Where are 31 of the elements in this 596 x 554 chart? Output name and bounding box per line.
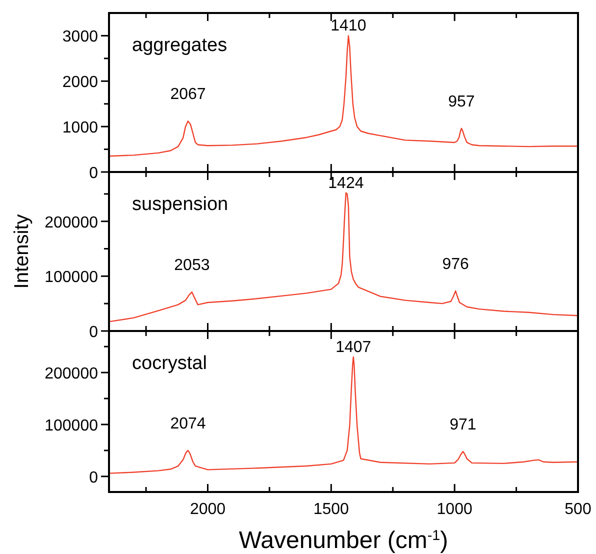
y-tick-label: 100000 [44, 417, 98, 434]
annotation: 2067 [170, 86, 206, 104]
annotation: 1407 [336, 338, 372, 356]
annotation: 1410 [330, 18, 366, 35]
annotation: 976 [442, 256, 470, 273]
y-tick-label: 200000 [44, 214, 98, 232]
text: aggregates [132, 35, 228, 56]
text: cocrystal [132, 353, 207, 374]
text: suspension [132, 194, 228, 215]
x-axis-title: Wavenumber (cm$^{-1}$) [238, 527, 448, 554]
line-series [108, 192, 579, 322]
y-tick-label: 0 [89, 165, 98, 182]
y-tick-label: 200000 [44, 366, 98, 383]
line-series [108, 35, 579, 157]
y-tick-label: 100000 [44, 269, 98, 286]
x-tick-label: 2000 [190, 501, 226, 518]
annotation: 957 [448, 93, 475, 110]
y-axis-title: Intensity [11, 214, 33, 289]
annotation: 1424 [328, 174, 364, 192]
x-tick-label: 500 [564, 501, 592, 518]
x-tick-label: 1000 [436, 501, 472, 518]
y-tick-label: 2000 [62, 74, 98, 92]
x-tick-label: 1500 [313, 501, 350, 518]
annotation: 971 [450, 416, 476, 434]
y-tick-label: 3000 [62, 28, 98, 46]
y-tick-label: 1000 [62, 120, 98, 137]
line-series [108, 356, 579, 474]
y-tick-label: 0 [89, 324, 98, 341]
annotation: 2053 [174, 257, 210, 274]
y-tick-label: 0 [89, 469, 98, 486]
annotation: 2074 [170, 415, 206, 432]
